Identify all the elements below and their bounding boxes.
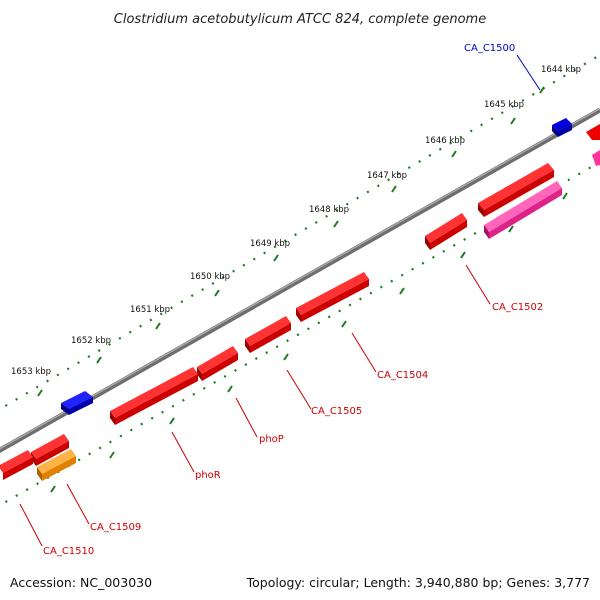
kbp-tick-1644: 1644 kbp [539, 65, 581, 94]
gene-ca-c1509[interactable] [37, 449, 76, 481]
tick-label-1648: 1648 kbp [309, 205, 349, 215]
kbp-tick-1652: 1652 kbp [71, 336, 111, 364]
gene-label-ca-c1505[interactable]: CA_C1505 [311, 406, 362, 417]
kbp-tick-1649: 1649 kbp [250, 239, 290, 262]
tick-label-1646: 1646 kbp [425, 136, 465, 146]
gene-phor[interactable] [110, 367, 198, 425]
tick-label-1650: 1650 kbp [190, 272, 230, 282]
gene-phop[interactable] [197, 346, 238, 381]
gene-ca-c1500[interactable] [552, 118, 572, 137]
tick-label-1647: 1647 kbp [367, 171, 407, 181]
gene-label-ca-c1504[interactable]: CA_C1504 [377, 370, 428, 381]
kbp-tick-1651: 1651 kbp [130, 305, 170, 330]
gene-label-ca-c1510[interactable]: CA_C1510 [43, 546, 94, 557]
gene-label-phop[interactable]: phoP [259, 434, 284, 445]
gene-magenta-edge[interactable] [592, 150, 600, 166]
genome-backbone [0, 107, 600, 454]
tick-label-1652: 1652 kbp [71, 336, 111, 346]
gene-ca-c1508[interactable] [31, 434, 69, 466]
gene-label-ca-c1509[interactable]: CA_C1509 [90, 522, 141, 533]
gene-label-ca-c1500[interactable]: CA_C1500 [464, 43, 515, 54]
map-title: Clostridium acetobutylicum ATCC 824, com… [114, 12, 486, 27]
gene-upper-edge[interactable] [586, 124, 600, 140]
gene-ca-c1510[interactable] [0, 450, 33, 480]
gene-label-ca-c1502[interactable]: CA_C1502 [492, 302, 543, 313]
kbp-tick-1653: 1653 kbp [11, 367, 51, 397]
tick-label-1649: 1649 kbp [250, 239, 290, 249]
gene-ca-c1502[interactable] [425, 213, 467, 250]
gene-ca-c1504[interactable] [296, 272, 369, 322]
tick-label-1645: 1645 kbp [484, 100, 524, 110]
gene-magenta[interactable] [484, 181, 562, 239]
gene-label-phor[interactable]: phoR [195, 470, 221, 481]
topology-text: Topology: circular; Length: 3,940,880 bp… [246, 575, 590, 590]
kbp-tick-1647: 1647 kbp [367, 171, 407, 193]
tick-label-1653: 1653 kbp [11, 367, 51, 377]
kbp-tick-1648: 1648 kbp [309, 205, 349, 228]
accession-text: Accession: NC_003030 [10, 575, 153, 590]
kbp-tick-1646: 1646 kbp [425, 136, 465, 158]
scale-track-inner [0, 161, 600, 507]
gene-blue-left[interactable] [61, 391, 93, 415]
gene-ca-c1501[interactable] [478, 163, 554, 217]
kbp-tick-1645: 1645 kbp [484, 100, 524, 125]
tick-label-1651: 1651 kbp [130, 305, 170, 315]
kbp-tick-1650: 1650 kbp [190, 272, 230, 297]
tick-label-1644: 1644 kbp [541, 65, 581, 75]
gene-ca-c1505[interactable] [245, 316, 291, 353]
